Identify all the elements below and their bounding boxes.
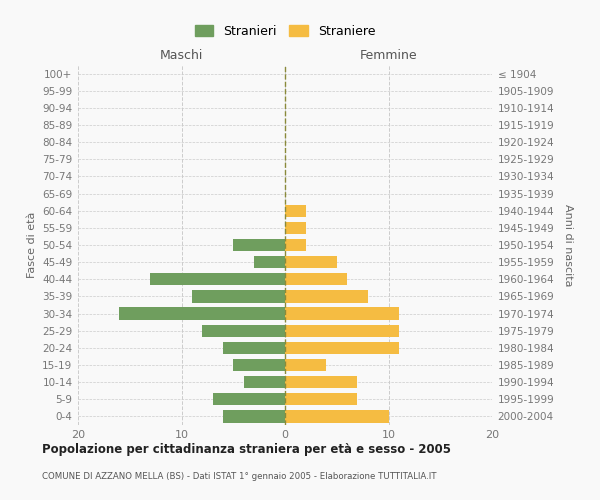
Text: Femmine: Femmine [359, 50, 418, 62]
Text: COMUNE DI AZZANO MELLA (BS) - Dati ISTAT 1° gennaio 2005 - Elaborazione TUTTITAL: COMUNE DI AZZANO MELLA (BS) - Dati ISTAT… [42, 472, 437, 481]
Bar [223, 410, 285, 422]
Bar [285, 410, 389, 422]
Bar [212, 393, 285, 406]
Text: Maschi: Maschi [160, 50, 203, 62]
Bar [285, 308, 399, 320]
Bar [285, 222, 306, 234]
Bar [244, 376, 285, 388]
Bar [285, 273, 347, 285]
Bar [202, 324, 285, 337]
Bar [285, 376, 358, 388]
Bar [285, 290, 368, 302]
Text: Popolazione per cittadinanza straniera per età e sesso - 2005: Popolazione per cittadinanza straniera p… [42, 442, 451, 456]
Bar [285, 256, 337, 268]
Bar [233, 239, 285, 251]
Bar [119, 308, 285, 320]
Y-axis label: Anni di nascita: Anni di nascita [563, 204, 572, 286]
Bar [285, 204, 306, 217]
Bar [285, 239, 306, 251]
Bar [233, 359, 285, 371]
Bar [285, 393, 358, 406]
Bar [223, 342, 285, 354]
Bar [285, 359, 326, 371]
Bar [285, 342, 399, 354]
Bar [151, 273, 285, 285]
Bar [192, 290, 285, 302]
Legend: Stranieri, Straniere: Stranieri, Straniere [191, 21, 379, 42]
Y-axis label: Fasce di età: Fasce di età [26, 212, 37, 278]
Bar [254, 256, 285, 268]
Bar [285, 324, 399, 337]
